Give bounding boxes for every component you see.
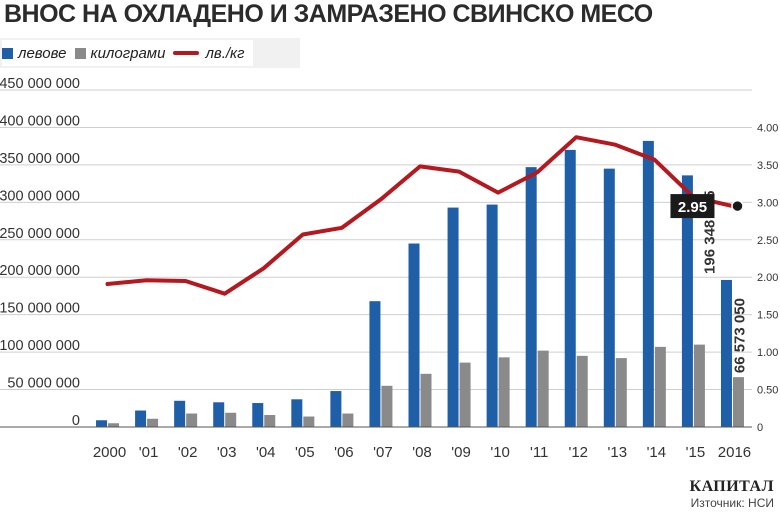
legend-item-leva: левове	[2, 45, 67, 62]
y-left-tick-label: 350 000 000	[0, 151, 80, 167]
bar-kg	[693, 344, 705, 427]
price-callout-box	[670, 194, 715, 219]
bar-leva	[174, 400, 186, 427]
bar-leva	[486, 204, 498, 427]
legend-swatch-leva	[2, 47, 13, 59]
y-right-tick-label: 1.50	[757, 310, 778, 322]
legend-item-kg: килограми	[74, 44, 166, 62]
y-right-tick-label: 2.50	[757, 235, 778, 247]
bar-kg	[615, 358, 627, 427]
bar-leva	[447, 207, 459, 427]
y-right-tick-label: 3.00	[757, 197, 778, 209]
y-left-tick-label: 300 000 000	[0, 188, 80, 204]
y-left-tick-label: 250 000 000	[0, 226, 80, 242]
bar-kg	[225, 412, 237, 427]
x-tick-label: '14	[647, 444, 667, 461]
bar-leva	[642, 140, 654, 427]
y-right-tick-label: 3.50	[757, 160, 778, 172]
y-left-tick-label: 100 000 000	[0, 338, 80, 354]
bar-leva	[369, 301, 381, 427]
bar-kg	[576, 355, 588, 427]
bar-leva	[564, 149, 576, 427]
bar-leva	[252, 403, 264, 427]
data-label-kg-2016: 66 573 050	[731, 298, 748, 373]
bar-leva	[96, 420, 108, 427]
chart-title: ВНОС НА ОХЛАДЕНО И ЗАМРАЗЕНО СВИНСКО МЕС…	[4, 0, 653, 28]
x-tick-label: '04	[256, 444, 276, 461]
source-note: Източник: НСИ	[690, 496, 774, 510]
x-tick-label: '05	[295, 444, 315, 461]
y-right-tick-label: 0.50	[757, 385, 778, 397]
bar-kg	[732, 377, 744, 427]
price-line	[105, 135, 735, 296]
bar-leva	[603, 168, 615, 427]
bar-kg	[654, 346, 666, 427]
y-left-tick-label: 0	[72, 413, 80, 429]
legend-label-kg: килограми	[90, 44, 166, 62]
y-left-tick-label: 200 000 000	[0, 263, 80, 279]
bar-leva	[408, 243, 420, 427]
y-left-tick-label: 400 000 000	[0, 113, 80, 129]
bar-leva	[291, 399, 303, 427]
x-tick-label: '10	[490, 444, 510, 461]
bar-kg	[108, 423, 120, 427]
bar-kg	[342, 413, 354, 427]
x-tick-label: '09	[451, 444, 471, 461]
y-right-tick-label: 4.00	[757, 122, 778, 134]
y-left-tick-label: 50 000 000	[7, 376, 80, 392]
bar-leva	[135, 410, 147, 427]
bar-leva	[213, 402, 225, 427]
bar-kg	[498, 357, 510, 427]
x-tick-label: '12	[568, 444, 588, 461]
x-tick-label: '06	[334, 444, 354, 461]
bar-kg	[264, 415, 276, 427]
bar-kg	[459, 362, 471, 427]
legend-swatch-price	[173, 51, 200, 55]
x-tick-label: '11	[530, 444, 548, 461]
bar-kg	[147, 418, 159, 427]
bar-kg	[420, 373, 432, 427]
legend-item-price: лв./кг	[173, 44, 245, 62]
legend-label-price: лв./кг	[205, 44, 245, 62]
y-left-tick-label: 150 000 000	[0, 301, 80, 317]
x-tick-label: 2000	[93, 444, 126, 461]
x-tick-label: '13	[608, 444, 628, 461]
bar-leva	[681, 175, 693, 427]
legend-label-leva: левове	[18, 44, 67, 62]
bar-kg	[186, 413, 198, 427]
bar-kg	[537, 350, 549, 427]
brand-logo: КАПИТАЛ	[689, 478, 774, 495]
x-tick-label: '15	[686, 444, 706, 461]
legend-swatch-kg	[74, 47, 86, 59]
y-right-tick-label: 0	[757, 422, 763, 434]
x-tick-label: '03	[217, 444, 237, 461]
bar-leva	[720, 279, 732, 427]
bar-kg	[303, 416, 315, 427]
y-left-tick-label: 450 000 000	[0, 76, 80, 92]
x-tick-label: '08	[412, 444, 432, 461]
legend: левове килограми лв./кг	[2, 40, 253, 66]
x-tick-label: '01	[139, 444, 159, 461]
x-tick-label: '07	[373, 444, 393, 461]
y-right-tick-label: 1.00	[757, 347, 778, 359]
x-tick-label: '02	[178, 444, 198, 461]
x-tick-label: 2016	[718, 444, 751, 461]
bar-leva	[330, 391, 342, 427]
bar-kg	[381, 385, 393, 427]
y-right-tick-label: 2.00	[757, 272, 778, 284]
price-marker	[731, 199, 744, 213]
price-callout-label: 2.95	[678, 199, 707, 216]
bar-leva	[525, 167, 537, 427]
